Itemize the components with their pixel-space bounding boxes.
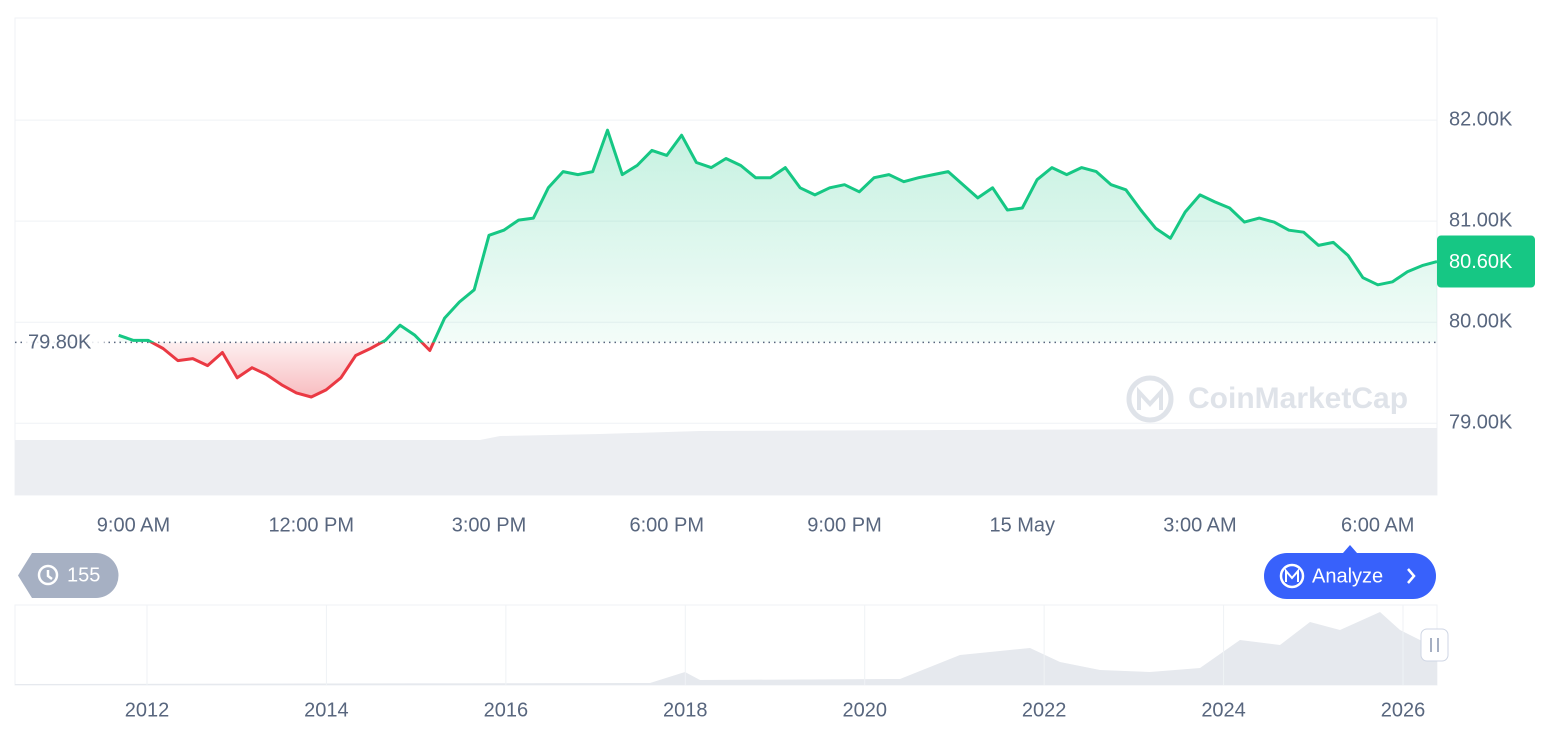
price-area <box>118 130 1437 397</box>
x-tick-label: 6:00 PM <box>630 514 704 536</box>
last-price-tag <box>1437 235 1535 288</box>
volume-band <box>15 440 1437 495</box>
baseline-label: 79.80K <box>28 332 92 354</box>
y-tick-label: 81.00K <box>1449 209 1513 231</box>
watermark: CoinMarketCap <box>1126 375 1408 423</box>
navigator-handle[interactable] <box>1420 628 1449 662</box>
navigator-tick-label: 2020 <box>842 699 887 721</box>
x-tick-label: 12:00 PM <box>268 514 354 536</box>
x-tick-label: 6:00 AM <box>1341 514 1414 536</box>
history-count: 155 <box>67 564 100 586</box>
y-tick-label: 80.00K <box>1449 310 1513 332</box>
baseline-label-bg <box>22 330 104 355</box>
x-tick-label: 3:00 AM <box>1163 514 1236 536</box>
watermark-text: CoinMarketCap <box>1188 382 1408 415</box>
navigator-tick-label: 2024 <box>1201 699 1246 721</box>
history-badge[interactable]: 155 <box>18 553 119 598</box>
navigator-area <box>15 612 1437 685</box>
navigator-tick-label: 2016 <box>484 699 529 721</box>
analyze-button[interactable]: Analyze <box>1264 545 1436 599</box>
x-tick-label: 9:00 PM <box>807 514 881 536</box>
navigator-tick-label: 2026 <box>1381 699 1426 721</box>
x-tick-label: 9:00 AM <box>97 514 170 536</box>
x-tick-label: 15 May <box>989 514 1055 536</box>
price-line <box>118 128 1438 399</box>
volume-band <box>15 428 1437 440</box>
navigator-tick-label: 2018 <box>663 699 708 721</box>
last-price-label: 80.60K <box>1449 251 1513 273</box>
navigator-tick-label: 2012 <box>125 699 170 721</box>
navigator-tick-label: 2022 <box>1022 699 1067 721</box>
x-tick-label: 3:00 PM <box>452 514 526 536</box>
y-tick-label: 82.00K <box>1449 108 1513 130</box>
analyze-label: Analyze <box>1312 565 1383 587</box>
y-tick-label: 79.00K <box>1449 412 1513 434</box>
navigator-tick-label: 2014 <box>304 699 349 721</box>
